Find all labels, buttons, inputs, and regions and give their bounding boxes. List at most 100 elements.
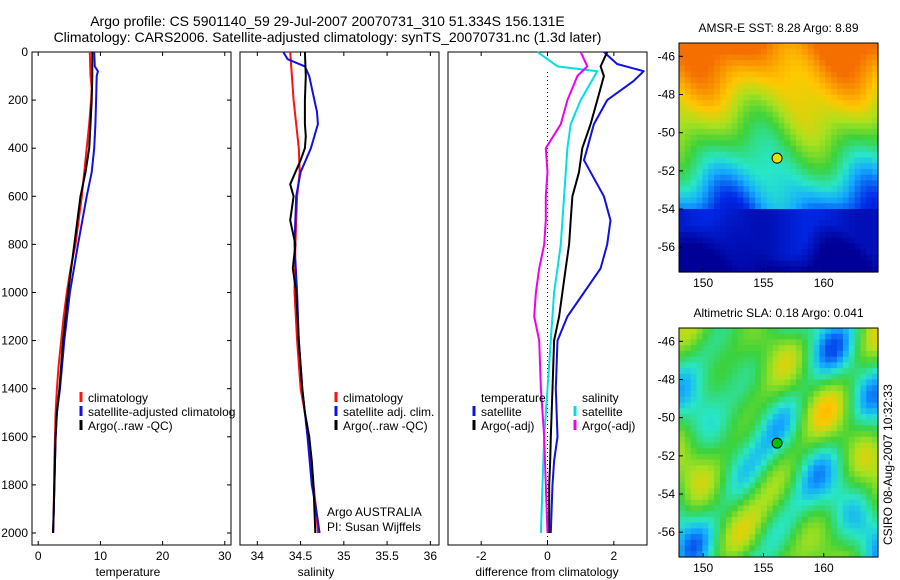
- map-cell: [872, 362, 879, 369]
- map-cell: [819, 373, 826, 381]
- map-cell: [708, 431, 715, 438]
- map-cell: [760, 545, 768, 552]
- map-cell: [743, 482, 750, 489]
- map-cell: [801, 226, 809, 233]
- map-cell: [819, 134, 826, 141]
- map-cell: [819, 465, 826, 472]
- map-cell: [714, 482, 721, 489]
- map-cell: [766, 488, 774, 495]
- map-cell: [866, 83, 873, 90]
- map-cell: [860, 128, 867, 136]
- map-cell: [778, 350, 785, 358]
- map-cell: [684, 220, 692, 227]
- map-cell: [702, 260, 709, 267]
- map-cell: [760, 128, 768, 136]
- map-cell: [714, 373, 721, 381]
- map-cell: [860, 522, 867, 529]
- map-cell: [743, 214, 750, 222]
- map-cell: [679, 413, 686, 421]
- map-cell: [743, 545, 750, 552]
- map-cell: [866, 117, 873, 124]
- map-cell: [731, 419, 739, 426]
- map-cell: [866, 266, 873, 273]
- map-cell: [842, 168, 850, 176]
- figure-title-line-2: Climatology: CARS2006. Satellite-adjuste…: [53, 29, 602, 45]
- map-cell: [848, 71, 856, 78]
- map-cell: [837, 100, 844, 107]
- map-cell: [866, 408, 873, 415]
- map-cell: [866, 43, 873, 50]
- map-cell: [760, 83, 768, 90]
- map-cell: [790, 43, 797, 50]
- map-cell: [819, 356, 826, 363]
- map-cell: [684, 368, 692, 375]
- map-cell: [825, 243, 832, 250]
- map-cell: [825, 476, 832, 484]
- map-cell: [743, 191, 750, 199]
- map-cell: [708, 254, 715, 262]
- map-cell: [696, 539, 704, 547]
- map-cell: [825, 140, 832, 147]
- map-cell: [719, 77, 727, 84]
- map-cell: [684, 117, 692, 124]
- map-cell: [725, 419, 733, 426]
- map-cell: [684, 459, 692, 466]
- map-cell: [819, 226, 826, 233]
- map-cell: [696, 100, 704, 107]
- map-cell: [837, 522, 844, 529]
- map-cell: [819, 220, 826, 227]
- map-cell: [860, 505, 867, 512]
- map-cell: [702, 180, 709, 187]
- map-cell: [872, 249, 879, 256]
- map-cell: [719, 226, 727, 233]
- map-cell: [766, 88, 774, 96]
- map-cell: [731, 203, 739, 210]
- map-cell: [749, 459, 756, 466]
- map-cell: [714, 237, 721, 244]
- map-cell: [725, 425, 733, 432]
- map-cell: [860, 83, 867, 90]
- map-cell: [679, 339, 686, 346]
- map-cell: [842, 191, 850, 199]
- map-cell: [790, 260, 797, 267]
- map-cell: [837, 494, 844, 501]
- map-cell: [708, 180, 715, 187]
- map-cell: [866, 163, 873, 170]
- map-cell: [807, 551, 815, 558]
- map-cell: [807, 128, 815, 136]
- map-cell: [848, 528, 856, 535]
- map-cell: [690, 48, 698, 56]
- map-cell: [784, 345, 791, 352]
- map-cell: [702, 43, 709, 50]
- map-cell: [860, 419, 867, 426]
- map-cell: [819, 425, 826, 432]
- map-cell: [690, 459, 698, 466]
- map-cell: [731, 65, 739, 73]
- map-cell: [819, 186, 826, 193]
- map-cell: [796, 151, 803, 159]
- map-cell: [866, 431, 873, 438]
- map-cell: [819, 163, 826, 170]
- map-cell: [796, 551, 803, 558]
- map-cell: [813, 260, 821, 267]
- map-cell: [760, 220, 768, 227]
- map-cell: [679, 157, 686, 164]
- map-cell: [679, 48, 686, 56]
- map-cell: [784, 54, 791, 61]
- map-cell: [690, 436, 698, 444]
- map-cell: [702, 471, 709, 478]
- map-cell: [760, 243, 768, 250]
- map-cell: [872, 390, 879, 398]
- map-cell: [790, 471, 797, 478]
- map-cell: [790, 60, 797, 67]
- map-cell: [778, 522, 785, 529]
- map-cell: [825, 260, 832, 267]
- map-cell: [702, 197, 709, 204]
- map-cell: [831, 511, 838, 518]
- map-cell: [784, 134, 791, 141]
- map-cell: [719, 100, 727, 107]
- map-cell: [796, 174, 803, 181]
- map-cell: [848, 100, 856, 107]
- map-cell: [714, 65, 721, 73]
- map-cell: [743, 43, 750, 50]
